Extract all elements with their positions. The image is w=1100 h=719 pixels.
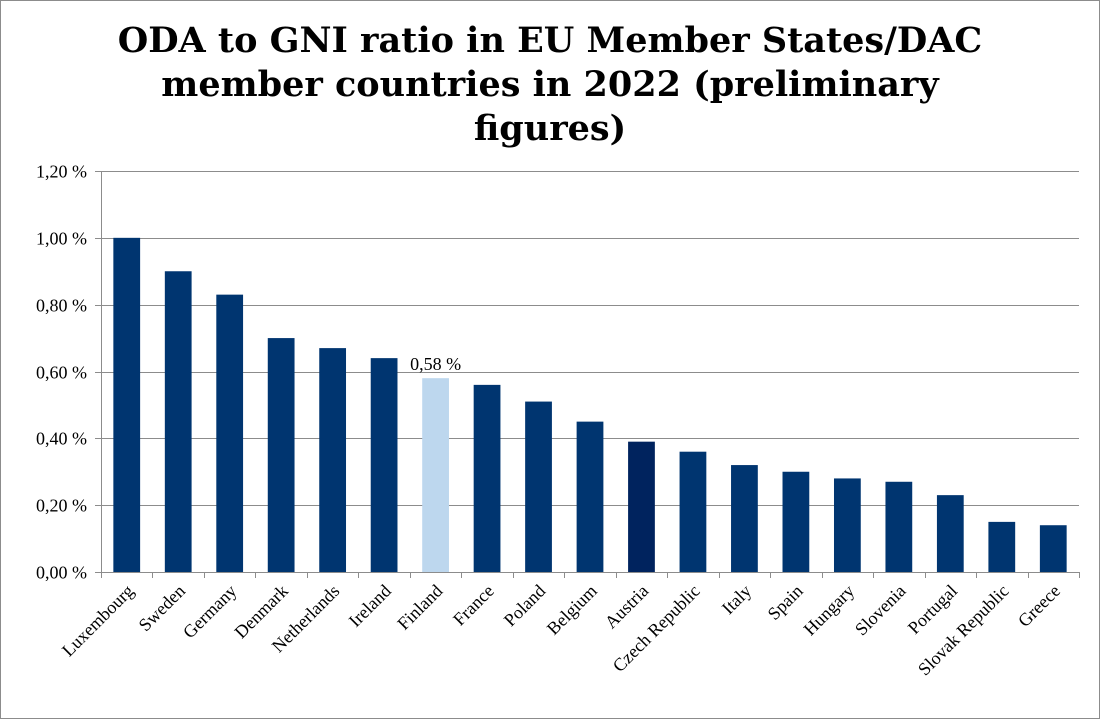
chart-title-line-3: figures) — [473, 108, 627, 149]
bar-luxembourg — [113, 237, 141, 572]
y-tick-label: 1,20 % — [36, 162, 87, 182]
x-tick-label: Finland — [393, 581, 446, 634]
chart-title-line-2: member countries in 2022 (preliminary — [161, 64, 939, 105]
y-tick-label: 0,80 % — [36, 296, 87, 316]
x-tick-label: Italy — [718, 581, 755, 618]
bar-italy — [731, 465, 758, 572]
x-tick-label: Belgium — [543, 581, 601, 639]
bar-portugal — [936, 495, 964, 572]
y-tick-label: 0,20 % — [36, 496, 87, 516]
bar-france — [473, 384, 501, 572]
data-label: 0,58 % — [410, 354, 461, 374]
bar-germany — [216, 294, 244, 572]
y-axis-ticks: 0,00 % 0,20 % 0,40 % 0,60 % 0,80 % 1,00 % 1,20… — [36, 162, 101, 583]
gridlines — [101, 171, 1079, 506]
x-tick-label: Slovenia — [851, 581, 910, 640]
data-labels: 0,58 % — [410, 354, 461, 374]
bar-slovak-republic — [988, 521, 1016, 573]
bar-austria — [628, 441, 655, 572]
bars — [113, 237, 1067, 573]
x-tick-label: Luxembourg — [58, 581, 138, 661]
bar-spain — [782, 471, 810, 572]
y-tick-label: 0,60 % — [36, 363, 87, 383]
x-tick-label: France — [449, 581, 498, 630]
x-tick-label: Greece — [1014, 581, 1064, 631]
x-axis-labels: LuxembourgSwedenGermanyDenmarkNetherland… — [58, 581, 1064, 680]
bar-netherlands — [319, 348, 347, 572]
bar-greece — [1039, 525, 1067, 572]
bar-poland — [525, 401, 552, 572]
x-tick-label: Germany — [179, 581, 241, 643]
bar-czech-republic — [679, 451, 707, 572]
x-tick-label: Poland — [500, 581, 550, 631]
x-tick-label: Slovak Republic — [914, 581, 1013, 680]
y-tick-label: 1,00 % — [36, 229, 87, 249]
bar-sweden — [164, 271, 192, 572]
bar-hungary — [833, 478, 861, 572]
bar-belgium — [576, 421, 604, 573]
bar-finland — [422, 378, 449, 572]
chart-title-line-1: ODA to GNI ratio in EU Member States/DAC — [117, 20, 983, 61]
chart-title: ODA to GNI ratio in EU Member States/DAC… — [1, 19, 1099, 151]
y-tick-label: 0,00 % — [36, 563, 87, 583]
bar-ireland — [370, 358, 398, 572]
bar-slovenia — [885, 481, 913, 572]
x-tick-label: Spain — [764, 581, 807, 624]
x-tick-label: Ireland — [345, 581, 395, 631]
x-tick-label: Hungary — [800, 581, 859, 640]
y-tick-label: 0,40 % — [36, 429, 87, 449]
axes — [101, 171, 1080, 578]
bar-denmark — [267, 338, 295, 572]
